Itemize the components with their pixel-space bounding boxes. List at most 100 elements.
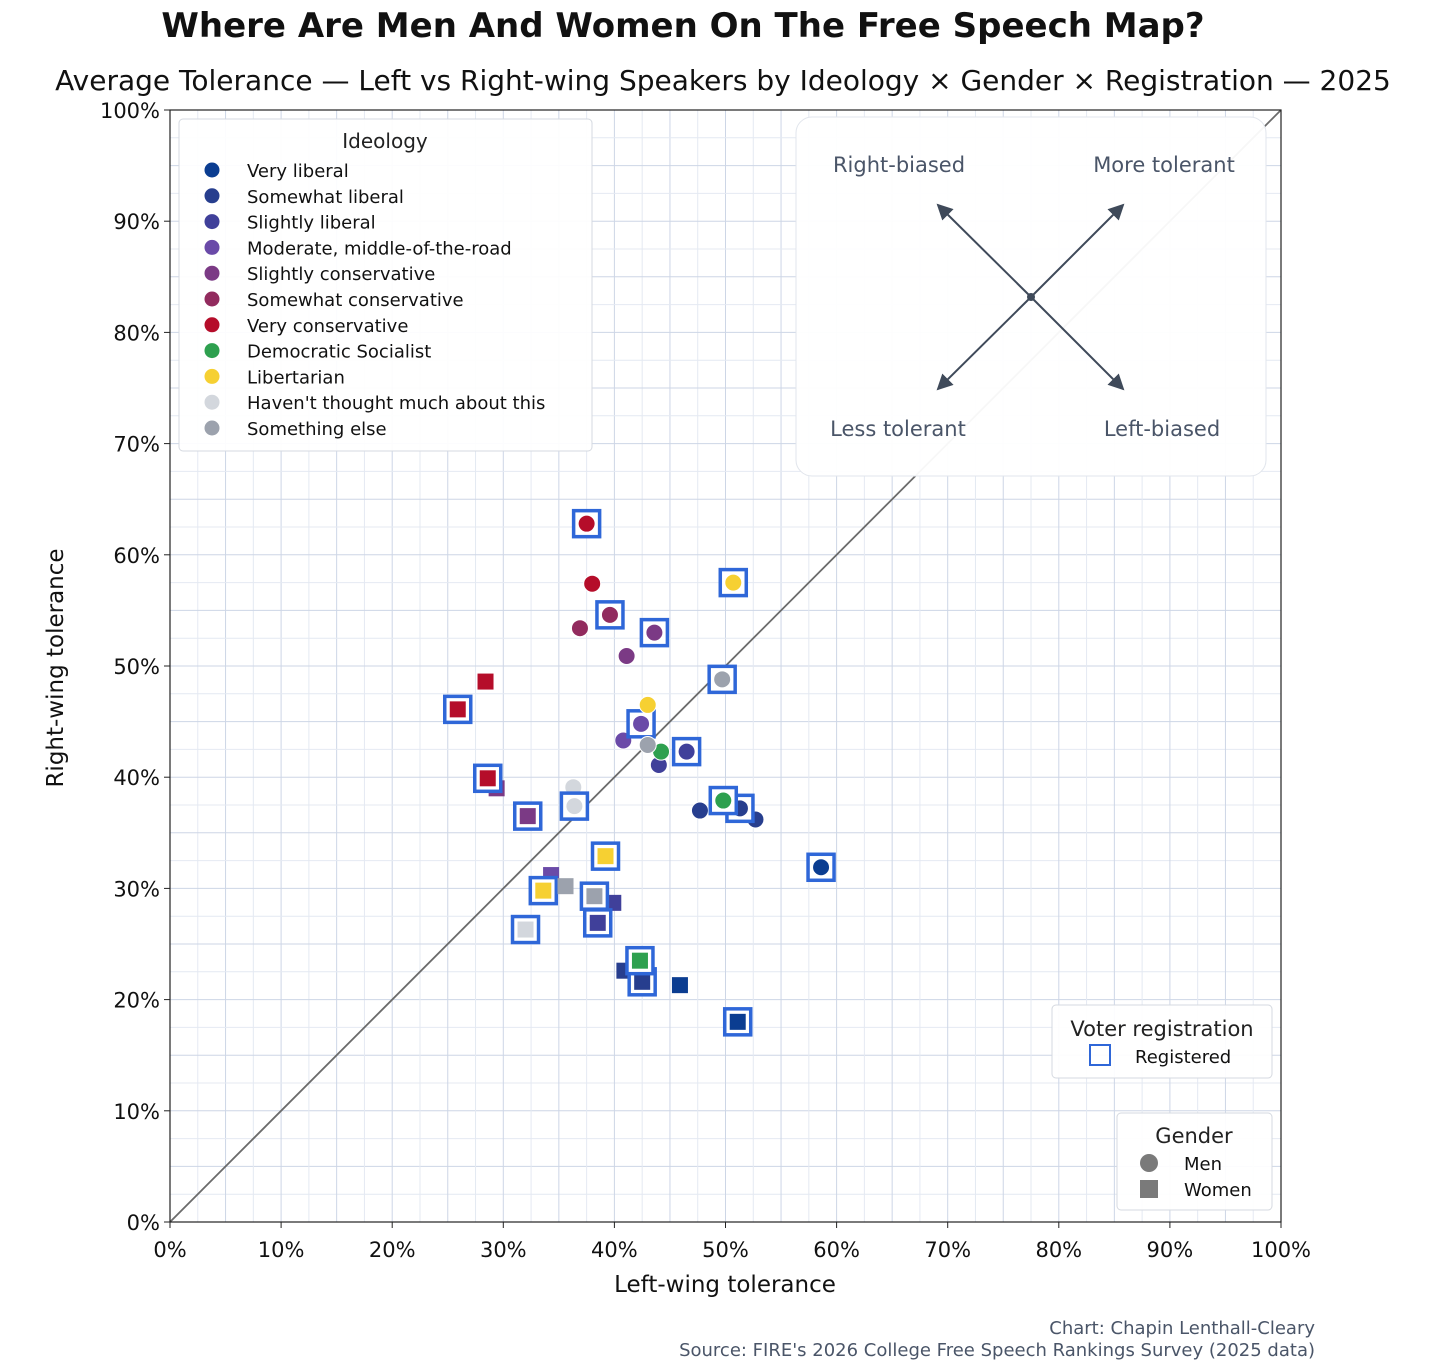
- point-women-democratic-socialist-women: [631, 952, 648, 969]
- chart-subtitle: Average Tolerance — Left vs Right-wing S…: [55, 64, 1391, 97]
- registered-marker-democratic-socialist-women: [625, 945, 655, 976]
- registration-legend-box: [1051, 1004, 1273, 1079]
- point-men-somewhat-conservative-men: [600, 605, 619, 624]
- y-tick-label: 50%: [113, 655, 160, 679]
- legend-label: Haven't thought much about this: [247, 393, 545, 414]
- gender-legend-men-swatch: [1140, 1154, 1158, 1172]
- quadrant-label-top-left: Right-biased: [833, 153, 965, 177]
- registered-legend-swatch: [1089, 1044, 1111, 1066]
- y-tick-label: 90%: [113, 210, 160, 234]
- x-tick-label: 50%: [702, 1238, 749, 1262]
- point-men-very-liberal-men: [812, 858, 831, 877]
- legend-label: Slightly liberal: [247, 213, 376, 234]
- y-tick-label: 40%: [113, 766, 160, 790]
- point-women-slightly-liberal-women: [605, 894, 622, 911]
- point-men-slightly-liberal-men: [677, 742, 696, 761]
- point-women-very-liberal-women: [671, 977, 688, 994]
- point-men-something-else-men: [638, 735, 657, 754]
- legend-swatch-something-else: [204, 420, 220, 436]
- y-tick-label: 70%: [113, 433, 160, 457]
- quadrant-arrow: [936, 203, 1032, 298]
- point-women-somewhat-liberal-women: [634, 973, 651, 990]
- legend-swatch-somewhat-liberal: [204, 188, 220, 204]
- legend-swatch-slightly-conservative: [204, 265, 220, 281]
- legend-swatch-haven-t-thought-much-about-this: [204, 394, 220, 410]
- legend-label: Very conservative: [247, 316, 408, 337]
- gender-legend-women-swatch: [1140, 1180, 1158, 1198]
- point-men-democratic-socialist-men: [714, 791, 733, 810]
- chart-title: Where Are Men And Women On The Free Spee…: [161, 6, 1205, 46]
- quadrant-arrow: [936, 296, 1032, 391]
- point-men-slightly-conservative-men: [645, 623, 664, 642]
- point-men-something-else-men: [713, 670, 732, 689]
- legend-label: Somewhat liberal: [247, 187, 404, 208]
- point-men-somewhat-conservative-men: [570, 619, 589, 638]
- legend-label: Very liberal: [247, 161, 349, 182]
- legend-label: Libertarian: [247, 367, 345, 388]
- legend-label: Democratic Socialist: [247, 342, 431, 363]
- x-tick-label: 80%: [1035, 1238, 1082, 1262]
- quadrant-arrow: [1030, 296, 1125, 391]
- y-axis-label: Right-wing tolerance: [43, 548, 69, 788]
- legend-swatch-slightly-liberal: [204, 214, 220, 230]
- legend-swatch-moderate-middle-of-the-road: [204, 239, 220, 255]
- y-tick-label: 20%: [113, 989, 160, 1013]
- legend-swatch-very-conservative: [204, 317, 220, 333]
- quadrant-label-bottom-left: Less tolerant: [830, 417, 966, 441]
- y-tick-label: 60%: [113, 544, 160, 568]
- point-women-something-else-women: [586, 888, 603, 905]
- legend-swatch-democratic-socialist: [204, 343, 220, 359]
- y-tick-label: 30%: [113, 877, 160, 901]
- point-women-very-conservative-women: [477, 673, 494, 690]
- point-women-slightly-conservative-women: [519, 808, 536, 825]
- point-women-something-else-women: [557, 878, 574, 895]
- x-tick-label: 20%: [369, 1238, 416, 1262]
- quadrant-arrow: [1030, 203, 1125, 298]
- point-men-haven-t-thought-much-about-this-men: [565, 797, 584, 816]
- ideology-legend-title: Ideology: [342, 129, 428, 153]
- quadrant-label-bottom-right: Left-biased: [1104, 417, 1220, 441]
- x-tick-label: 40%: [591, 1238, 638, 1262]
- point-women-libertarian-women: [597, 848, 614, 865]
- x-tick-label: 100%: [1251, 1238, 1311, 1262]
- point-women-haven-t-thought-much-about-this-women: [517, 921, 534, 938]
- point-women-slightly-liberal-women: [589, 914, 606, 931]
- gender-legend-men-label: Men: [1184, 1154, 1222, 1175]
- legend-swatch-somewhat-conservative: [204, 291, 220, 307]
- point-men-libertarian-men: [638, 695, 657, 714]
- point-men-libertarian-men: [724, 573, 743, 592]
- point-men-slightly-conservative-men: [617, 646, 636, 665]
- x-tick-label: 30%: [480, 1238, 527, 1262]
- legend-label: Something else: [247, 419, 387, 440]
- point-men-somewhat-liberal-men: [690, 801, 709, 820]
- chart-credit: Chart: Chapin Lenthall-Cleary: [1049, 1318, 1315, 1339]
- legend-swatch-libertarian: [204, 368, 220, 384]
- x-tick-label: 10%: [258, 1238, 305, 1262]
- chart-source: Source: FIRE's 2026 College Free Speech …: [679, 1340, 1315, 1361]
- x-tick-label: 60%: [813, 1238, 860, 1262]
- registration-legend-label: Registered: [1135, 1047, 1231, 1068]
- point-men-very-conservative-men: [583, 574, 602, 593]
- point-men-moderate-middle-of-the-road-men: [632, 714, 651, 733]
- x-tick-label: 0%: [153, 1238, 186, 1262]
- x-tick-label: 90%: [1147, 1238, 1194, 1262]
- x-axis-label: Left-wing tolerance: [614, 1272, 836, 1298]
- legend-label: Somewhat conservative: [247, 290, 464, 311]
- y-tick-label: 0%: [127, 1211, 160, 1235]
- legend-label: Moderate, middle-of-the-road: [247, 238, 512, 259]
- gender-legend-women-label: Women: [1184, 1180, 1252, 1201]
- quadrant-label-top-right: More tolerant: [1093, 153, 1235, 177]
- quadrant-center-dot: [1027, 293, 1035, 301]
- point-women-very-liberal-women: [729, 1013, 746, 1030]
- legend-swatch-very-liberal: [204, 162, 220, 178]
- point-men-very-conservative-men: [577, 514, 596, 533]
- y-tick-label: 100%: [100, 99, 160, 123]
- ideology-legend-box: [178, 118, 593, 452]
- point-women-very-conservative-women: [479, 770, 496, 787]
- registration-legend-title: Voter registration: [1070, 1017, 1253, 1041]
- legend-label: Slightly conservative: [247, 264, 435, 285]
- y-tick-label: 80%: [113, 321, 160, 345]
- point-women-libertarian-women: [535, 882, 552, 899]
- y-tick-label: 10%: [113, 1100, 160, 1124]
